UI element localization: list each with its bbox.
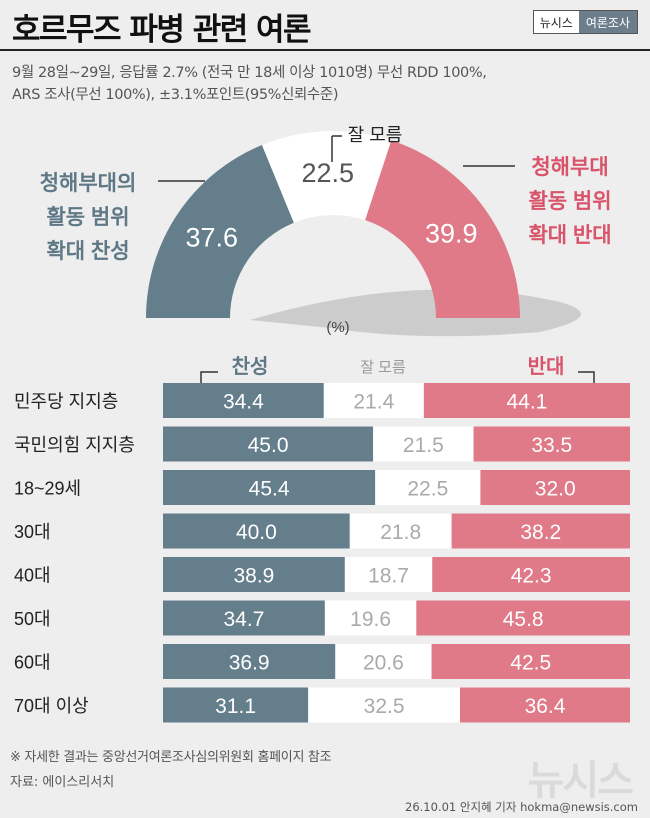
legend-favor-bracket [200, 371, 218, 388]
bar-1-2 [473, 426, 630, 462]
oppose-label-line-1: 활동 범위 [528, 190, 611, 213]
oppose-label-line-0: 청해부대 [531, 156, 608, 179]
bar-2-1 [375, 470, 481, 505]
bar-label-0-2: 44.1 [506, 391, 547, 414]
bar-label-2-1: 22.5 [407, 478, 448, 501]
bar-label-6-0: 36.9 [229, 652, 270, 675]
favor-label-line-0: 청해부대의 [40, 172, 137, 195]
bar-7-0 [163, 687, 309, 723]
bar-label-5-2: 45.8 [503, 608, 544, 631]
legend-oppose-bracket [578, 371, 595, 388]
bar-5-1 [324, 600, 417, 636]
bar-label-5-0: 34.7 [224, 608, 265, 631]
bar-3-1 [349, 513, 452, 549]
bar-3-2 [451, 513, 630, 549]
bar-4-1 [344, 557, 433, 592]
source-note: 자료: 에이스리서치 [10, 775, 115, 790]
bar-0-1 [323, 383, 424, 418]
bar-label-1-1: 21.5 [403, 434, 444, 457]
bar-1-0 [163, 426, 374, 462]
oppose-label-line-2: 확대 반대 [528, 224, 611, 247]
gauge-slice-0 [146, 145, 294, 318]
row-label-0: 민주당 지지층 [14, 392, 118, 412]
bar-label-0-1: 21.4 [353, 391, 394, 414]
row-label-2: 18~29세 [14, 479, 81, 499]
bar-4-2 [432, 557, 630, 592]
title-divider [0, 49, 650, 51]
legend-oppose: 반대 [528, 355, 565, 378]
footnote: ※ 자세한 결과는 중앙선거여론조사심의위원회 홈페이지 참조 [10, 750, 332, 765]
bar-label-2-0: 45.4 [249, 478, 290, 501]
survey-info-line-1: 9월 28일~29일, 응답률 2.7% (전국 만 18세 이상 1010명)… [12, 65, 487, 81]
bar-3-0 [163, 513, 350, 549]
legend-favor: 찬성 [232, 355, 269, 378]
row-label-4: 40대 [14, 566, 51, 586]
credit-line: 26.10.01 안지혜 기자 hokma@newsis.com [405, 800, 638, 814]
bar-label-1-0: 45.0 [248, 434, 289, 457]
bar-label-7-2: 36.4 [525, 695, 566, 718]
row-label-7: 70대 이상 [14, 696, 89, 716]
source-badge: 뉴시스 여론조사 [532, 10, 638, 34]
bar-label-6-2: 42.5 [510, 652, 551, 675]
page-title: 호르무즈 파병 관련 여론 [12, 12, 312, 48]
bar-label-7-0: 31.1 [215, 695, 256, 718]
legend-unknown: 잘 모름 [360, 359, 406, 376]
bar-label-3-1: 21.8 [380, 521, 421, 544]
unknown-label: 잘 모름 [348, 125, 403, 145]
gauge-value-0: 37.6 [185, 223, 238, 253]
row-label-3: 30대 [14, 522, 51, 542]
badge-poll: 여론조사 [578, 11, 637, 33]
bar-label-0-0: 34.4 [223, 391, 264, 414]
badge-newsis: 뉴시스 [533, 11, 579, 33]
favor-label-line-2: 확대 찬성 [46, 240, 129, 263]
bar-6-2 [431, 644, 630, 679]
bar-label-7-1: 32.5 [364, 695, 405, 718]
bar-6-1 [335, 644, 432, 679]
newsis-watermark: 뉴시스 [527, 758, 634, 804]
bar-label-4-2: 42.3 [511, 565, 552, 588]
bar-label-1-2: 33.5 [531, 434, 572, 457]
bar-6-0 [163, 644, 336, 679]
bar-5-2 [416, 600, 630, 636]
bar-label-6-1: 20.6 [363, 652, 404, 675]
bar-label-4-1: 18.7 [368, 565, 409, 588]
gauge-value-2: 39.9 [425, 218, 478, 248]
bar-7-1 [308, 687, 461, 723]
gauge-value-1: 22.5 [301, 158, 354, 188]
bar-2-0 [163, 470, 376, 505]
bar-0-0 [163, 383, 324, 418]
gauge-unit: (%) [326, 319, 349, 336]
bar-2-2 [480, 470, 630, 505]
bar-label-5-1: 19.6 [350, 608, 391, 631]
row-label-6: 60대 [14, 653, 51, 673]
row-label-1: 국민의힘 지지층 [14, 435, 135, 455]
row-label-5: 50대 [14, 609, 51, 629]
bar-4-0 [163, 557, 345, 592]
gauge-slice-1 [261, 131, 392, 223]
bar-label-3-0: 40.0 [236, 521, 277, 544]
bar-0-2 [423, 383, 630, 418]
favor-label-line-1: 활동 범위 [46, 206, 129, 229]
bar-label-4-0: 38.9 [233, 565, 274, 588]
bar-7-2 [460, 687, 630, 723]
bar-label-3-2: 38.2 [520, 521, 561, 544]
gauge-shadow [250, 289, 581, 337]
survey-info-line-2: ARS 조사(무선 100%), ±3.1%포인트(95%신뢰수준) [12, 87, 339, 103]
gauge-slice-2 [365, 140, 520, 318]
bar-1-1 [373, 426, 474, 462]
survey-info: 9월 28일~29일, 응답률 2.7% (전국 만 18세 이상 1010명)… [12, 62, 632, 106]
bar-label-2-2: 32.0 [535, 478, 576, 501]
bar-5-0 [163, 600, 325, 636]
